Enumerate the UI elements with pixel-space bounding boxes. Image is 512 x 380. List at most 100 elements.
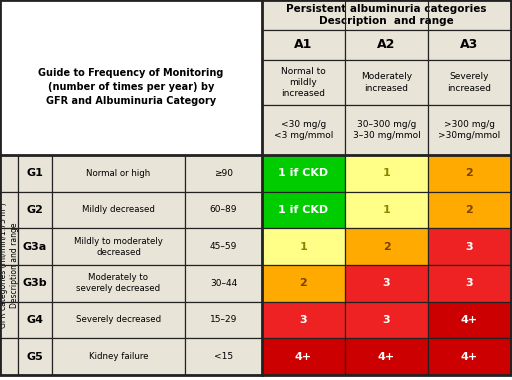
Text: ≥90: ≥90 bbox=[214, 169, 233, 178]
Bar bbox=[345, 192, 428, 228]
Bar bbox=[262, 105, 345, 155]
Bar bbox=[345, 155, 428, 192]
Text: G5: G5 bbox=[27, 352, 44, 362]
Text: 60–89: 60–89 bbox=[210, 206, 237, 214]
Bar bbox=[262, 0, 511, 30]
Bar bbox=[345, 228, 428, 265]
Text: 3: 3 bbox=[466, 242, 473, 252]
Text: 1: 1 bbox=[382, 168, 390, 178]
Text: G4: G4 bbox=[27, 315, 44, 325]
Text: 2: 2 bbox=[300, 278, 307, 288]
Bar bbox=[0, 338, 18, 375]
Text: Severely decreased: Severely decreased bbox=[76, 315, 161, 325]
Bar bbox=[18, 338, 52, 375]
Bar bbox=[185, 265, 262, 302]
Text: 30–300 mg/g
3–30 mg/mmol: 30–300 mg/g 3–30 mg/mmol bbox=[353, 120, 420, 140]
Bar bbox=[0, 0, 262, 155]
Text: 3: 3 bbox=[300, 315, 307, 325]
Text: 3: 3 bbox=[382, 278, 390, 288]
Text: 45–59: 45–59 bbox=[210, 242, 237, 251]
Bar bbox=[345, 60, 428, 105]
Bar bbox=[52, 155, 185, 192]
Bar bbox=[428, 105, 511, 155]
Text: 3: 3 bbox=[382, 315, 390, 325]
Bar bbox=[428, 192, 511, 228]
Bar bbox=[428, 302, 511, 338]
Bar bbox=[262, 30, 345, 60]
Bar bbox=[428, 228, 511, 265]
Text: 1 if CKD: 1 if CKD bbox=[279, 205, 329, 215]
Text: Normal or high: Normal or high bbox=[87, 169, 151, 178]
Text: 2: 2 bbox=[465, 205, 474, 215]
Text: 1: 1 bbox=[300, 242, 307, 252]
Text: 1: 1 bbox=[382, 205, 390, 215]
Text: Severely
increased: Severely increased bbox=[447, 73, 492, 93]
Text: G3a: G3a bbox=[23, 242, 47, 252]
Text: G2: G2 bbox=[27, 205, 44, 215]
Bar bbox=[345, 30, 428, 60]
Bar bbox=[345, 338, 428, 375]
Bar bbox=[345, 105, 428, 155]
Bar bbox=[262, 192, 345, 228]
Bar bbox=[345, 265, 428, 302]
Bar bbox=[0, 302, 18, 338]
Bar bbox=[262, 155, 345, 192]
Bar bbox=[0, 265, 18, 302]
Text: 2: 2 bbox=[382, 242, 390, 252]
Text: Moderately to
severely decreased: Moderately to severely decreased bbox=[76, 273, 161, 293]
Text: A2: A2 bbox=[377, 38, 396, 52]
Bar bbox=[428, 265, 511, 302]
Bar bbox=[428, 338, 511, 375]
Text: 4+: 4+ bbox=[461, 352, 478, 362]
Text: G1: G1 bbox=[27, 168, 44, 178]
Bar bbox=[262, 338, 345, 375]
Bar bbox=[428, 155, 511, 192]
Bar bbox=[185, 338, 262, 375]
Text: >300 mg/g
>30mg/mmol: >300 mg/g >30mg/mmol bbox=[438, 120, 501, 140]
Text: GFR categories (ml/min/1.73 m²)
Description and range: GFR categories (ml/min/1.73 m²) Descript… bbox=[0, 202, 19, 328]
Text: Mildly to moderately
decreased: Mildly to moderately decreased bbox=[74, 237, 163, 257]
Text: 15–29: 15–29 bbox=[210, 315, 237, 325]
Text: Kidney failure: Kidney failure bbox=[89, 352, 148, 361]
Bar bbox=[18, 228, 52, 265]
Text: Guide to Frequency of Monitoring
(number of times per year) by
GFR and Albuminur: Guide to Frequency of Monitoring (number… bbox=[38, 68, 224, 106]
Bar bbox=[345, 302, 428, 338]
Bar bbox=[18, 302, 52, 338]
Bar bbox=[262, 228, 345, 265]
Text: A1: A1 bbox=[294, 38, 313, 52]
Bar bbox=[262, 302, 345, 338]
Text: 1 if CKD: 1 if CKD bbox=[279, 168, 329, 178]
Bar bbox=[18, 155, 52, 192]
Bar bbox=[185, 192, 262, 228]
Bar bbox=[185, 302, 262, 338]
Text: 2: 2 bbox=[465, 168, 474, 178]
Bar bbox=[262, 60, 345, 105]
Bar bbox=[262, 265, 345, 302]
Bar bbox=[18, 265, 52, 302]
Text: Persistent albuminuria categories
Description  and range: Persistent albuminuria categories Descri… bbox=[286, 4, 487, 26]
Text: 4+: 4+ bbox=[295, 352, 312, 362]
Bar bbox=[52, 192, 185, 228]
Bar bbox=[185, 228, 262, 265]
Bar bbox=[52, 338, 185, 375]
Text: G3b: G3b bbox=[23, 278, 47, 288]
Text: Normal to
mildly
increased: Normal to mildly increased bbox=[281, 67, 326, 98]
Bar bbox=[0, 228, 18, 265]
Text: 4+: 4+ bbox=[378, 352, 395, 362]
Bar bbox=[428, 30, 511, 60]
Bar bbox=[52, 228, 185, 265]
Bar bbox=[18, 192, 52, 228]
Bar bbox=[185, 155, 262, 192]
Text: Mildly decreased: Mildly decreased bbox=[82, 206, 155, 214]
Bar bbox=[52, 302, 185, 338]
Bar bbox=[52, 265, 185, 302]
Text: Moderately
increased: Moderately increased bbox=[361, 73, 412, 93]
Text: 4+: 4+ bbox=[461, 315, 478, 325]
Text: 30–44: 30–44 bbox=[210, 279, 237, 288]
Text: <15: <15 bbox=[214, 352, 233, 361]
Text: <30 mg/g
<3 mg/mmol: <30 mg/g <3 mg/mmol bbox=[274, 120, 333, 140]
Bar bbox=[0, 192, 18, 228]
Text: 3: 3 bbox=[466, 278, 473, 288]
Bar bbox=[0, 155, 18, 192]
Text: A3: A3 bbox=[460, 38, 479, 52]
